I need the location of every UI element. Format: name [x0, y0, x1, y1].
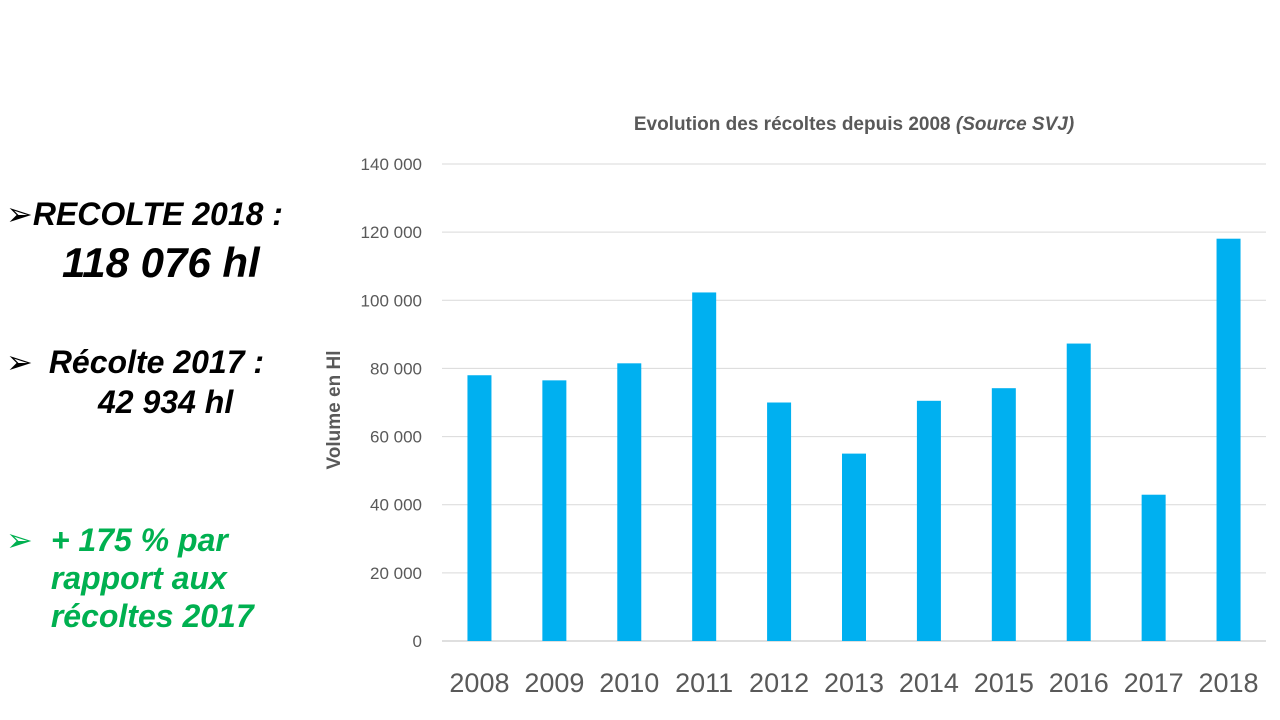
bullet-recolte-2018: ➢RECOLTE 2018 : 118 076 hl — [6, 195, 283, 287]
x-tick-label-2011: 2011 — [675, 668, 733, 698]
x-tick-label-2014: 2014 — [899, 668, 959, 698]
bars — [467, 238, 1241, 642]
x-tick-label-2018: 2018 — [1199, 668, 1259, 698]
x-tick-labels: 2008 2009 2010 2011 2012 2013 2014 2015 2016 2017… — [449, 668, 1258, 698]
x-tick-label-2013: 2013 — [824, 668, 884, 698]
y-tick-label: 0 — [413, 632, 422, 651]
bar-2014 — [916, 400, 941, 641]
arrow-bullet-icon: ➢ — [6, 343, 33, 381]
x-tick-label-2012: 2012 — [749, 668, 809, 698]
arrow-bullet-icon: ➢ — [6, 195, 33, 233]
y-axis-label: Volume en Hl — [324, 351, 345, 470]
bar-2011 — [692, 292, 717, 641]
x-tick-label-2016: 2016 — [1049, 668, 1109, 698]
chart-title-main: Evolution des récoltes depuis 2008 — [634, 114, 951, 135]
bullet-recolte-2017: ➢ Récolte 2017 : 42 934 hl — [6, 343, 265, 422]
bar-2010 — [617, 363, 642, 641]
recolte-2018-value: 118 076 hl — [62, 238, 260, 286]
y-tick-labels: 0 20 000 40 000 60 000 80 000 100 000 120 000 1… — [361, 155, 422, 651]
recolte-2017-label: Récolte 2017 : — [48, 344, 265, 380]
x-tick-label-2009: 2009 — [524, 668, 584, 698]
y-tick-label: 80 000 — [370, 359, 422, 378]
x-tick-label-2015: 2015 — [974, 668, 1034, 698]
y-tick-label: 100 000 — [361, 291, 422, 310]
comparison-text: + 175 % par rapport aux récoltes 2017 — [50, 522, 254, 634]
bar-2008 — [467, 375, 492, 641]
harvest-bar-chart: Evolution des récoltes depuis 2008 (Sour… — [324, 114, 1266, 698]
arrow-bullet-icon: ➢ — [6, 521, 33, 559]
bullet-comparison: ➢ + 175 % par rapport aux récoltes 2017 — [6, 521, 306, 635]
x-tick-label-2008: 2008 — [449, 668, 509, 698]
bar-2018 — [1216, 238, 1241, 642]
chart-title: Evolution des récoltes depuis 2008 (Sour… — [634, 114, 1074, 135]
x-tick-label-2017: 2017 — [1124, 668, 1184, 698]
bar-2015 — [991, 388, 1016, 641]
recolte-2017-value: 42 934 hl — [98, 383, 234, 420]
y-tick-label: 120 000 — [361, 223, 422, 242]
x-tick-label-2010: 2010 — [599, 668, 659, 698]
y-tick-label: 40 000 — [370, 496, 422, 515]
recolte-2018-label: RECOLTE 2018 : — [32, 196, 283, 232]
bar-2009 — [542, 380, 567, 641]
chart-title-source: (Source SVJ) — [956, 114, 1074, 135]
bar-2013 — [842, 453, 866, 641]
bar-2016 — [1066, 343, 1091, 641]
bar-2012 — [767, 402, 792, 641]
y-tick-label: 140 000 — [361, 155, 422, 174]
y-tick-label: 20 000 — [370, 564, 422, 583]
y-tick-label: 60 000 — [370, 428, 422, 447]
bar-2017 — [1141, 494, 1166, 641]
